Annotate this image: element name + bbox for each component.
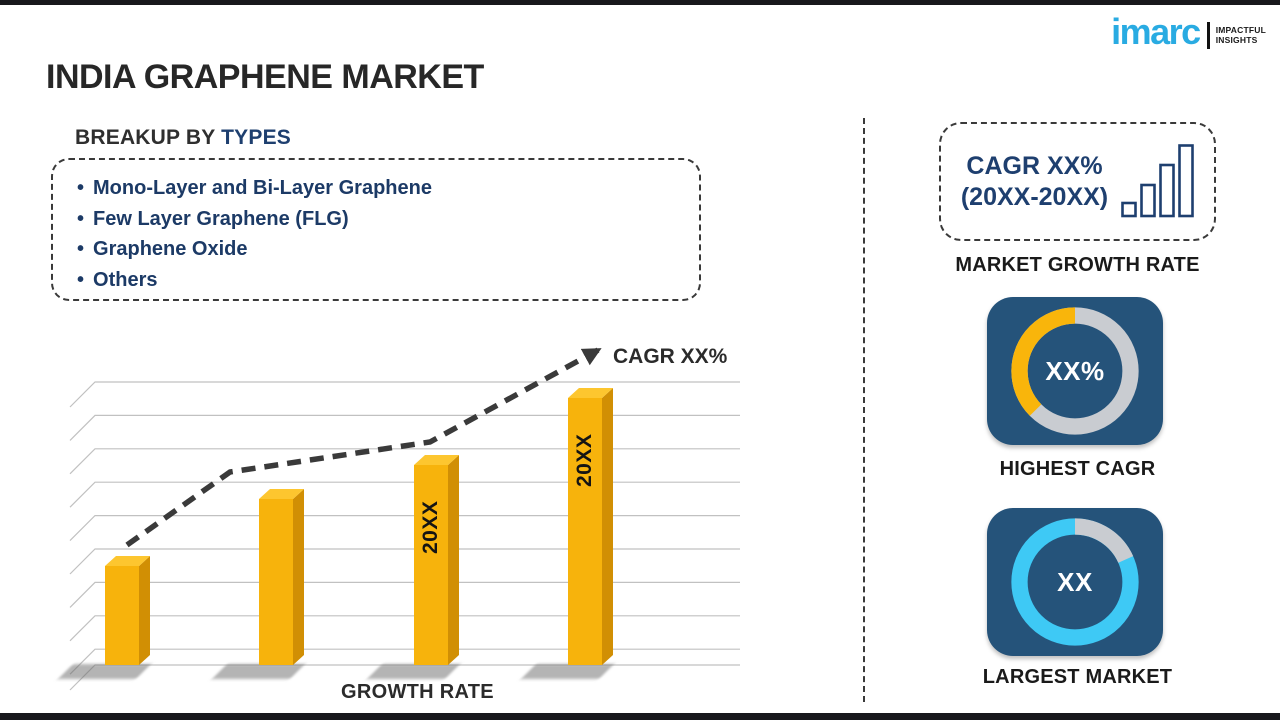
- highest-cagr-value: XX%: [1045, 355, 1105, 386]
- largest-market-card: XX: [987, 508, 1163, 656]
- logo-tagline: IMPACTFUL INSIGHTS: [1216, 25, 1266, 45]
- bar-front-face: [259, 499, 293, 665]
- growth-rate-bar-chart: 20XX 20XX CAGR XX% GROWTH RATE: [58, 335, 750, 713]
- largest-market-value: XX: [1057, 566, 1093, 597]
- top-border-strip: [0, 0, 1280, 5]
- breakup-heading-highlight: TYPES: [221, 126, 291, 149]
- bar-front-face: [568, 398, 602, 665]
- bar: [259, 488, 304, 665]
- bar: [105, 555, 150, 665]
- highest-cagr-donut: XX%: [1008, 304, 1142, 438]
- chart-gridlines: [69, 381, 740, 691]
- largest-market-caption: LARGEST MARKET: [982, 666, 1173, 688]
- highest-cagr-donut-svg: [1011, 307, 1139, 435]
- growth-box-text: CAGR XX% (20XX-20XX): [961, 151, 1108, 213]
- breakup-item-2: Few Layer Graphene (FLG): [77, 204, 699, 235]
- logo-tagline-line1: IMPACTFUL: [1215, 25, 1266, 35]
- page-title: INDIA GRAPHENE MARKET: [46, 58, 484, 96]
- breakup-item-4: Others: [77, 265, 699, 296]
- imarc-logo: imarc IMPACTFUL INSIGHTS: [1111, 12, 1266, 52]
- bar-front-face: [414, 465, 448, 665]
- breakup-heading-prefix: BREAKUP BY: [75, 126, 222, 149]
- bar: 20XX: [568, 387, 613, 665]
- growth-box-line2: (20XX-20XX): [960, 182, 1109, 211]
- imarc-logo-wordmark: imarc: [1111, 11, 1201, 52]
- highest-cagr-arc: [1011, 307, 1139, 435]
- largest-market-arc: [1011, 518, 1139, 646]
- trend-arrow-svg: [125, 346, 602, 548]
- market-growth-rate-box: CAGR XX% (20XX-20XX): [939, 122, 1216, 241]
- highest-cagr-card: XX%: [987, 297, 1163, 445]
- largest-market-donut: XX: [1008, 515, 1142, 649]
- bottom-border-strip: [0, 713, 1280, 720]
- logo-separator-bar: [1206, 21, 1210, 49]
- trend-cagr-label: CAGR XX%: [613, 345, 728, 368]
- breakup-item-1: Mono-Layer and Bi-Layer Graphene: [77, 173, 699, 204]
- bar-chart-icon-bars: [1121, 144, 1194, 218]
- largest-market-donut-svg: [1011, 518, 1139, 646]
- bars-layer: 20XX 20XX: [58, 335, 750, 713]
- vertical-dashed-divider: [863, 118, 865, 702]
- highest-cagr-caption: HIGHEST CAGR: [999, 458, 1156, 480]
- market-growth-rate-caption: MARKET GROWTH RATE: [955, 254, 1200, 276]
- bar-front-face: [105, 566, 139, 665]
- breakup-item-3: Graphene Oxide: [77, 234, 699, 265]
- growth-box-line1: CAGR XX%: [966, 151, 1103, 180]
- breakup-heading: BREAKUP BY TYPES: [75, 126, 291, 150]
- x-axis-label: GROWTH RATE: [341, 681, 494, 703]
- bar-chart-icon: [1121, 144, 1194, 218]
- bar: 20XX: [414, 454, 459, 665]
- gridline-path: [69, 381, 740, 691]
- breakup-types-box: Mono-Layer and Bi-Layer Graphene Few Lay…: [51, 158, 701, 301]
- trend-line: [125, 346, 602, 548]
- logo-tagline-line2: INSIGHTS: [1215, 35, 1258, 45]
